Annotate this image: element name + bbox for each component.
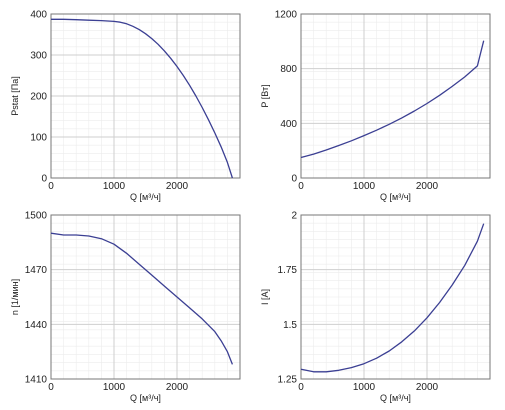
y-tick-label: 400 <box>30 10 47 21</box>
x-axis-label: Q [м³/ч] <box>130 192 161 202</box>
y-axis-label: n [1/мин] <box>10 279 20 315</box>
chart-rotation-speed: 0 1000 2000 1410 1440 1470 1500 Q [м³/ч] n [1/ми… <box>10 211 241 403</box>
plot-frame <box>50 13 241 179</box>
y-tick-label: 300 <box>30 51 47 62</box>
x-axis-label: Q [м³/ч] <box>130 393 161 403</box>
y-tick-label: 1470 <box>25 265 48 276</box>
y-tick-label: 0 <box>41 174 47 185</box>
x-tick-label: 0 <box>48 382 54 393</box>
y-tick-label: 100 <box>30 133 47 144</box>
y-tick-label: 2 <box>291 211 297 222</box>
y-tick-label: 1200 <box>275 10 298 21</box>
chart-static-pressure: 0 1000 2000 0 100 200 300 400 Q [м³/ч] Pstat [Па] <box>10 10 241 202</box>
y-tick-label: 1.5 <box>283 320 297 331</box>
x-tick-label: 2000 <box>166 382 189 393</box>
x-tick-label: 2000 <box>416 181 439 192</box>
y-tick-label: 1.25 <box>278 375 298 386</box>
y-tick-label: 800 <box>280 64 297 75</box>
y-tick-label: 1500 <box>25 211 48 222</box>
y-tick-label: 1410 <box>25 375 48 386</box>
x-tick-label: 1000 <box>353 382 376 393</box>
y-axis-label: P [Вт] <box>260 84 270 107</box>
y-tick-label: 0 <box>291 174 297 185</box>
series-line <box>300 223 485 373</box>
y-axis-label: Pstat [Па] <box>10 76 20 116</box>
x-tick-label: 1000 <box>353 181 376 192</box>
y-tick-label: 200 <box>30 92 47 103</box>
y-axis-label: I [A] <box>260 289 270 305</box>
y-tick-label: 1440 <box>25 320 48 331</box>
x-tick-label: 0 <box>298 382 304 393</box>
plot-frame <box>300 13 491 179</box>
x-tick-label: 2000 <box>416 382 439 393</box>
series-line <box>51 18 234 179</box>
y-tick-label: 400 <box>280 119 297 130</box>
series-line <box>300 40 485 159</box>
plot-frame <box>300 214 491 380</box>
y-tick-label: 1.75 <box>278 265 298 276</box>
chart-current: 0 1000 2000 1.25 1.5 1.75 2 Q [м³/ч] I [A] <box>260 211 491 403</box>
x-axis-label: Q [м³/ч] <box>380 192 411 202</box>
x-tick-label: 2000 <box>166 181 189 192</box>
x-tick-label: 0 <box>298 181 304 192</box>
series-line <box>50 232 234 365</box>
x-tick-label: 1000 <box>103 181 126 192</box>
x-tick-label: 0 <box>48 181 54 192</box>
plot-frame <box>50 214 241 380</box>
x-axis-label: Q [м³/ч] <box>380 393 411 403</box>
chart-power: 0 1000 2000 0 400 800 1200 Q [м³/ч] P [Вт] <box>260 10 491 202</box>
x-tick-label: 1000 <box>103 382 126 393</box>
